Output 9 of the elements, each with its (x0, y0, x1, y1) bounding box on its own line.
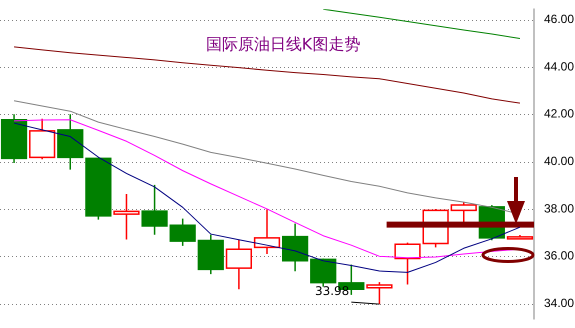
text: 国际原油日线K图走势 (206, 34, 360, 54)
y-tick-label: 42.00 (544, 106, 574, 121)
y-tick-label: 36.00 (544, 248, 574, 263)
annotation: 33.98 (314, 284, 350, 298)
y-tick-label: 40.00 (544, 154, 574, 168)
y-tick-label: 46.00 (544, 12, 574, 26)
y-tick-label: 44.00 (544, 59, 574, 74)
y-tick-label: 34.00 (544, 296, 574, 310)
y-tick-label: 38.00 (544, 201, 574, 216)
